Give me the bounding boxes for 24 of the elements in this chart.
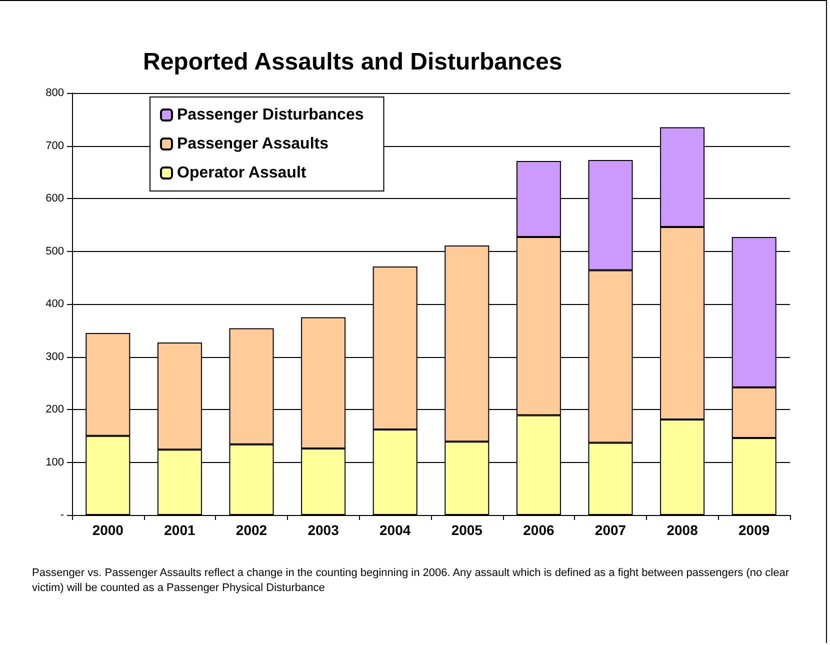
x-tick-label: 2008 <box>666 522 698 538</box>
x-tick-label: 2002 <box>236 522 268 538</box>
y-tick-label: 100 <box>46 456 64 468</box>
x-tick-label: 2004 <box>380 522 411 538</box>
y-tick-label: 800 <box>46 87 64 99</box>
y-tick-label: 500 <box>46 245 64 258</box>
y-tick-label: 200 <box>46 404 64 416</box>
y-tick-label: - <box>60 509 64 521</box>
y-tick-label: 700 <box>46 140 64 152</box>
text: Passenger vs. Passenger Assaults reflect a change in the counting beginning in 2006. Any assault which is defined as a fight between passengers (no clear victim) will be counted as a Passenger Physical Disturbance <box>32 566 790 596</box>
x-tick-label: 2009 <box>738 522 770 538</box>
legend-label: Passenger Disturbances <box>177 106 364 124</box>
x-tick-label: 2000 <box>92 522 124 538</box>
y-tick-label: 400 <box>46 298 64 310</box>
x-tick-label: 2007 <box>594 522 626 538</box>
x-tick-label: 2003 <box>308 522 340 538</box>
legend-label: Passenger Assaults <box>177 136 329 152</box>
chart-title: Reported Assaults and Disturbances <box>143 48 562 76</box>
x-tick-label: 2006 <box>523 522 554 538</box>
legend-label: Operator Assault <box>177 164 307 182</box>
x-tick-label: 2001 <box>164 522 196 538</box>
x-tick-label: 2005 <box>451 522 483 538</box>
y-tick-label: 300 <box>46 350 64 363</box>
y-tick-label: 600 <box>46 192 64 204</box>
